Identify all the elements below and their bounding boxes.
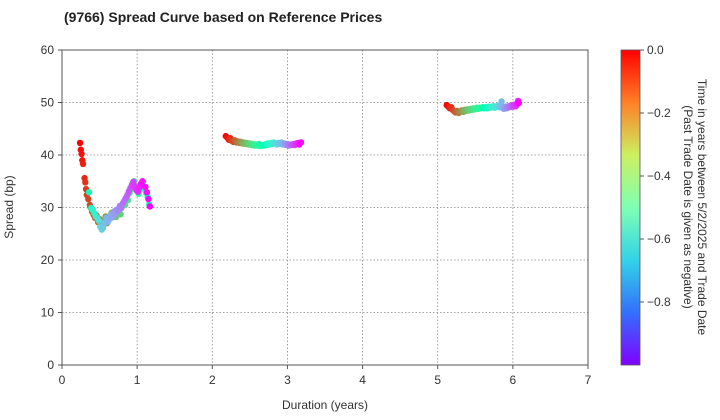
- data-point: [139, 178, 146, 185]
- x-tick-label: 1: [134, 373, 141, 387]
- data-point: [146, 203, 154, 210]
- data-point: [145, 195, 152, 203]
- series-cluster-1: [76, 139, 154, 233]
- x-tick-label: 2: [209, 373, 216, 387]
- y-tick-label: 30: [41, 201, 55, 215]
- data-point: [85, 189, 93, 196]
- data-points: [76, 97, 523, 233]
- x-axis-label: Duration (years): [282, 398, 368, 412]
- x-tick-label: 3: [284, 373, 291, 387]
- y-axis-label: Spread (bp): [2, 175, 16, 238]
- data-point: [85, 195, 92, 203]
- x-tick-label: 4: [359, 373, 366, 387]
- data-point: [515, 99, 523, 107]
- y-tick-label: 50: [41, 96, 55, 110]
- colorbar-tick-label: −0.8: [647, 295, 671, 309]
- x-axis-ticks: 0 1 2 3 4 5 6 7: [59, 365, 592, 387]
- y-axis-ticks: 0 10 20 30 40 50 60: [41, 43, 62, 372]
- y-tick-label: 20: [41, 253, 55, 267]
- data-point: [78, 150, 85, 158]
- x-tick-label: 0: [59, 373, 66, 387]
- data-point: [95, 217, 103, 224]
- data-point: [143, 189, 151, 196]
- data-point: [76, 139, 84, 147]
- colorbar-label-line1: Time in years between 5/2/2025 and Trade…: [695, 79, 709, 336]
- y-tick-label: 0: [47, 358, 54, 372]
- colorbar-tick-label: −0.6: [647, 232, 671, 246]
- y-tick-label: 40: [41, 148, 55, 162]
- y-tick-label: 10: [41, 306, 55, 320]
- data-point: [498, 98, 505, 105]
- series-cluster-3: [443, 97, 523, 117]
- chart-title: (9766) Spread Curve based on Reference P…: [64, 9, 382, 25]
- y-tick-label: 60: [41, 43, 55, 57]
- data-point: [79, 160, 87, 168]
- data-point: [82, 179, 89, 186]
- series-cluster-2: [222, 132, 305, 150]
- colorbar: [620, 49, 641, 366]
- colorbar-tick-label: −0.4: [647, 169, 671, 183]
- colorbar-tick-label: 0.0: [647, 43, 664, 57]
- colorbar-tick-label: −0.2: [647, 106, 671, 120]
- x-tick-label: 6: [510, 373, 517, 387]
- data-point: [142, 183, 149, 191]
- x-tick-label: 7: [585, 373, 592, 387]
- data-point: [297, 139, 305, 146]
- colorbar-ticks: 0.0 −0.2 −0.4 −0.6 −0.8: [640, 43, 671, 309]
- x-tick-label: 5: [434, 373, 441, 387]
- colorbar-label-line2: (Past Trade Date is given as negative): [681, 105, 695, 308]
